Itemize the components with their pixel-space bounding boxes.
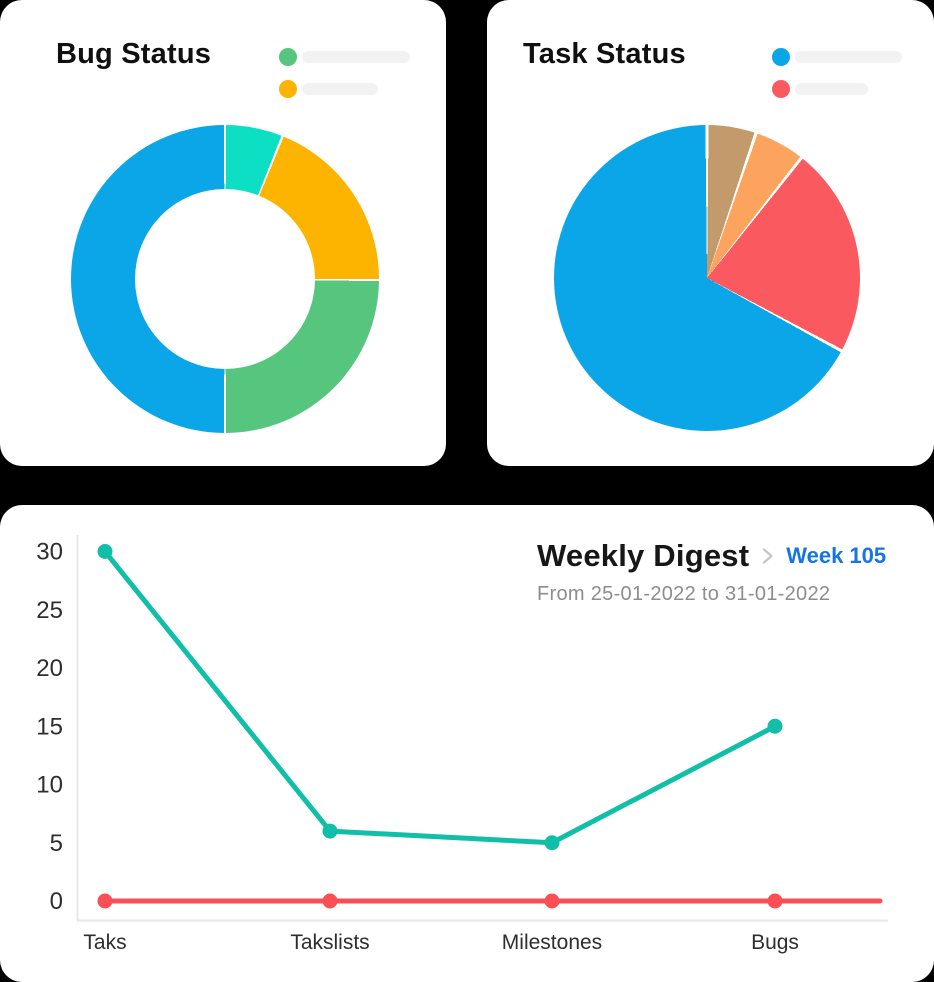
legend-bar-placeholder xyxy=(302,51,410,63)
legend-item[interactable] xyxy=(279,80,410,98)
legend-dot xyxy=(772,80,790,98)
red-series-data-point[interactable] xyxy=(322,893,338,909)
y-tick-label: 25 xyxy=(36,597,63,624)
legend-bar-placeholder xyxy=(795,51,902,63)
bug-status-donut-chart[interactable] xyxy=(71,125,379,433)
bug-status-title: Bug Status xyxy=(56,38,212,70)
x-axis-label: Taks xyxy=(83,931,126,954)
chevron-right-icon xyxy=(760,545,775,567)
task-status-card: Task Status xyxy=(487,0,934,466)
legend-item[interactable] xyxy=(772,48,902,66)
legend-dot xyxy=(279,80,297,98)
week-link[interactable]: Week 105 xyxy=(786,543,887,568)
legend-item[interactable] xyxy=(772,80,902,98)
y-tick-label: 30 xyxy=(36,539,63,566)
legend-bar-placeholder xyxy=(302,83,378,95)
teal-series-data-point[interactable] xyxy=(767,718,783,734)
legend-bar-placeholder xyxy=(795,83,868,95)
x-axis-label: Bugs xyxy=(751,931,799,954)
task-status-pie-chart[interactable] xyxy=(554,125,860,431)
legend-item[interactable] xyxy=(279,48,410,66)
x-axis-label: Milestones xyxy=(502,931,602,954)
weekly-digest-subtitle: From 25-01-2022 to 31-01-2022 xyxy=(537,583,831,605)
teal-series-data-point[interactable] xyxy=(322,823,338,839)
weekly-digest-card: 0 5 10 15 20 25 30 Taks Takslists Milestones Bugs … xyxy=(0,505,934,982)
legend-dot xyxy=(279,48,297,66)
teal-series-data-point[interactable] xyxy=(544,835,560,851)
red-series-data-point[interactable] xyxy=(97,893,113,909)
y-tick-label: 15 xyxy=(36,713,63,740)
weekly-digest-header: Weekly Digest Week 105 From 25-01-2022 t… xyxy=(537,538,886,606)
bug-status-legend xyxy=(279,48,410,98)
weekly-digest-title: Weekly Digest xyxy=(537,538,750,573)
y-tick-label: 10 xyxy=(36,772,63,799)
y-tick-label: 5 xyxy=(50,830,63,857)
y-tick-label: 0 xyxy=(50,888,63,915)
task-status-legend xyxy=(772,48,902,98)
red-series-data-point[interactable] xyxy=(544,893,560,909)
teal-series-data-point[interactable] xyxy=(97,544,113,559)
legend-dot xyxy=(772,48,790,66)
weekly-digest-line-chart[interactable]: 0 5 10 15 20 25 30 Taks Takslists Milestones Bugs xyxy=(0,505,934,982)
red-series-data-point[interactable] xyxy=(767,893,783,909)
y-tick-label: 20 xyxy=(36,655,63,682)
teal-series-line xyxy=(102,549,778,846)
x-axis-label: Takslists xyxy=(290,931,369,954)
donut-hole xyxy=(135,189,315,369)
task-status-title: Task Status xyxy=(523,38,686,70)
bug-status-card: Bug Status xyxy=(0,0,446,466)
